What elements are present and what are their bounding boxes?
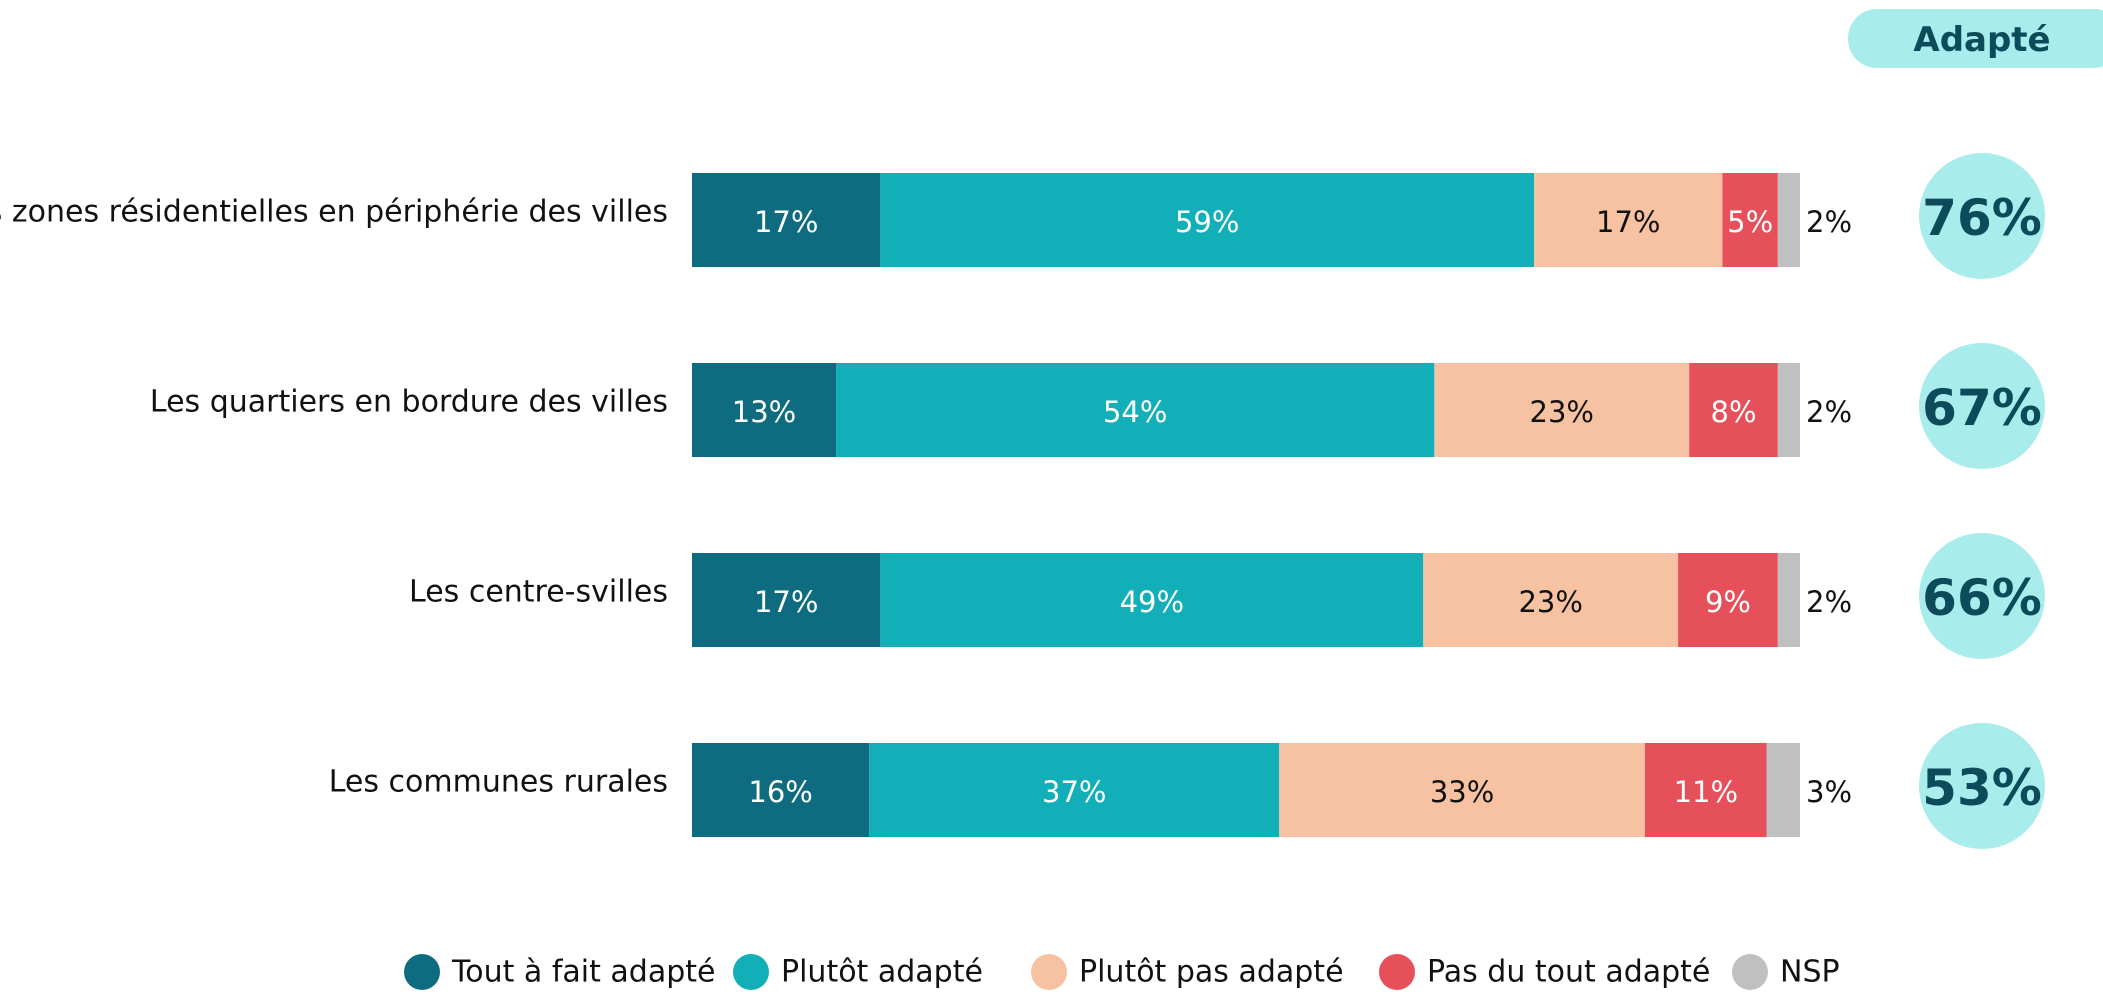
bar-segment — [1678, 553, 1778, 647]
value-label: 17% — [1596, 205, 1660, 239]
bar-segment — [1766, 743, 1800, 837]
summary-header-bg — [1848, 9, 2103, 68]
legend-label: Plutôt adapté — [781, 955, 983, 990]
value-label: 23% — [1530, 395, 1594, 429]
summary-value: 67% — [1922, 379, 2042, 437]
bar-segment — [692, 173, 881, 267]
value-label: 17% — [754, 205, 818, 239]
bar-segment — [869, 743, 1280, 837]
legend-label: Tout à fait adapté — [451, 955, 715, 990]
category-label: Les communes rurales — [329, 765, 668, 800]
bar-segment — [1722, 173, 1778, 267]
legend-swatch — [1031, 954, 1067, 990]
legend-swatch — [404, 954, 440, 990]
bar-segment — [1434, 363, 1690, 457]
category-label: Les zones résidentielles en périphérie d… — [0, 195, 668, 230]
value-label: 8% — [1711, 395, 1757, 429]
summary-circle — [1919, 723, 2045, 849]
value-label: 33% — [1430, 775, 1494, 809]
value-label: 16% — [748, 775, 812, 809]
summary-value: 53% — [1922, 759, 2042, 817]
legend-swatch — [1379, 954, 1415, 990]
legend-label: Pas du tout adapté — [1427, 955, 1710, 990]
bar-segment — [1689, 363, 1778, 457]
value-label: 49% — [1120, 585, 1184, 619]
bar-segment — [836, 363, 1435, 457]
bar-segment — [880, 553, 1424, 647]
bar-segment — [1777, 363, 1800, 457]
value-label: 9% — [1705, 585, 1751, 619]
bar-segment — [692, 553, 881, 647]
value-label: 37% — [1042, 775, 1106, 809]
category-label: Les centre-svilles — [409, 575, 668, 610]
summary-header: Adapté — [1913, 20, 2050, 60]
value-label: 11% — [1674, 775, 1738, 809]
bar-segment — [1279, 743, 1645, 837]
value-label: 17% — [754, 585, 818, 619]
bar-segment — [880, 173, 1535, 267]
value-label: 23% — [1518, 585, 1582, 619]
summary-circle — [1919, 533, 2045, 659]
value-label: 2% — [1806, 585, 1852, 619]
legend-swatch — [733, 954, 769, 990]
value-label: 2% — [1806, 395, 1852, 429]
bar-segment — [1423, 553, 1679, 647]
summary-circle — [1919, 153, 2045, 279]
value-label: 3% — [1806, 775, 1852, 809]
summary-value: 66% — [1922, 569, 2042, 627]
bar-segment — [692, 363, 837, 457]
bar-segment — [1534, 173, 1723, 267]
legend-label: NSP — [1780, 955, 1840, 990]
value-label: 59% — [1175, 205, 1239, 239]
value-label: 2% — [1806, 205, 1852, 239]
category-label: Les quartiers en bordure des villes — [150, 385, 668, 420]
summary-value: 76% — [1922, 189, 2042, 247]
value-label: 13% — [732, 395, 796, 429]
legend-label: Plutôt pas adapté — [1079, 955, 1344, 990]
bar-segment — [692, 743, 870, 837]
value-label: 5% — [1727, 205, 1773, 239]
bar-segment — [1777, 553, 1800, 647]
value-label: 54% — [1103, 395, 1167, 429]
summary-circle — [1919, 343, 2045, 469]
legend-swatch — [1732, 954, 1768, 990]
bar-segment — [1644, 743, 1767, 837]
bar-segment — [1777, 173, 1800, 267]
